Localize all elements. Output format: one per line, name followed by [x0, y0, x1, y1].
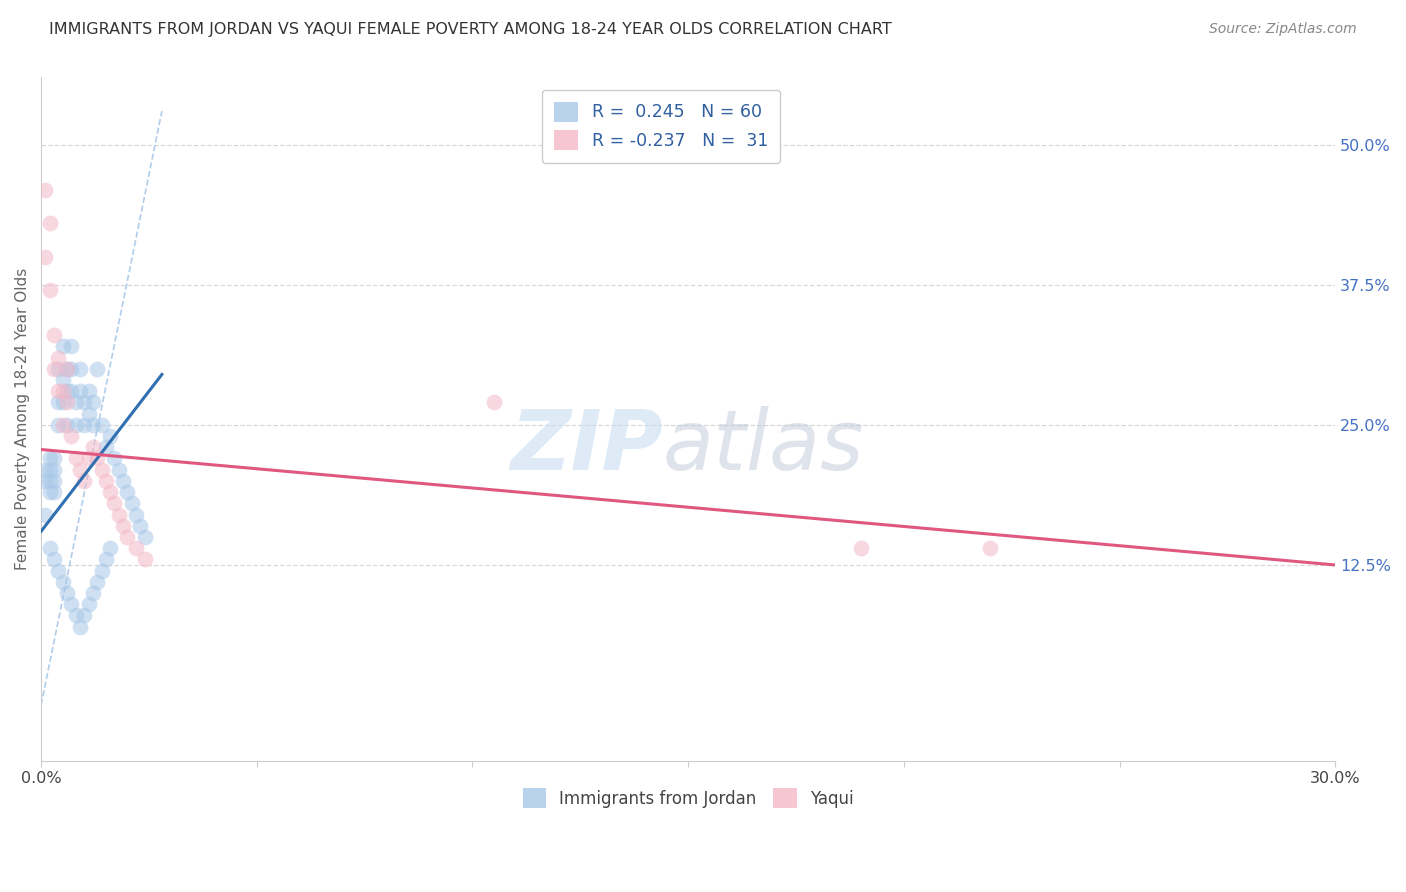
Point	[52, 384, 75, 399]
Point	[125, 541, 148, 556]
Point	[38, 541, 60, 556]
Point	[56, 417, 79, 432]
Point	[86, 574, 108, 589]
Point	[42, 485, 65, 500]
Point	[69, 619, 91, 633]
Point	[60, 429, 83, 443]
Point	[48, 351, 70, 365]
Point	[65, 417, 87, 432]
Point	[90, 417, 112, 432]
Point	[77, 384, 100, 399]
Point	[42, 328, 65, 343]
Point	[107, 463, 129, 477]
Point	[38, 284, 60, 298]
Point	[65, 395, 87, 409]
Point	[117, 530, 139, 544]
Point	[60, 339, 83, 353]
Point	[112, 474, 135, 488]
Point	[77, 597, 100, 611]
Point	[73, 608, 96, 623]
Point	[69, 463, 91, 477]
Point	[56, 384, 79, 399]
Point	[56, 395, 79, 409]
Point	[82, 395, 104, 409]
Point	[94, 552, 117, 566]
Point	[129, 518, 152, 533]
Point	[979, 541, 1001, 556]
Text: ZIP: ZIP	[510, 406, 662, 487]
Point	[34, 182, 56, 196]
Point	[34, 463, 56, 477]
Point	[849, 541, 872, 556]
Point	[52, 417, 75, 432]
Point	[38, 451, 60, 466]
Point	[48, 361, 70, 376]
Text: Source: ZipAtlas.com: Source: ZipAtlas.com	[1209, 22, 1357, 37]
Point	[65, 451, 87, 466]
Point	[56, 361, 79, 376]
Point	[48, 395, 70, 409]
Point	[56, 361, 79, 376]
Point	[90, 463, 112, 477]
Point	[42, 451, 65, 466]
Point	[86, 451, 108, 466]
Point	[34, 474, 56, 488]
Point	[52, 373, 75, 387]
Point	[69, 361, 91, 376]
Point	[98, 541, 121, 556]
Point	[73, 474, 96, 488]
Point	[82, 417, 104, 432]
Point	[60, 361, 83, 376]
Point	[94, 474, 117, 488]
Point	[112, 518, 135, 533]
Point	[94, 440, 117, 454]
Point	[38, 216, 60, 230]
Legend: Immigrants from Jordan, Yaqui: Immigrants from Jordan, Yaqui	[516, 781, 860, 814]
Point	[42, 361, 65, 376]
Point	[42, 552, 65, 566]
Point	[38, 463, 60, 477]
Point	[48, 417, 70, 432]
Point	[52, 339, 75, 353]
Point	[73, 417, 96, 432]
Point	[98, 485, 121, 500]
Point	[52, 574, 75, 589]
Point	[121, 496, 143, 510]
Point	[86, 361, 108, 376]
Point	[82, 586, 104, 600]
Point	[107, 508, 129, 522]
Point	[117, 485, 139, 500]
Point	[98, 429, 121, 443]
Point	[134, 530, 156, 544]
Point	[103, 451, 125, 466]
Point	[52, 395, 75, 409]
Point	[60, 597, 83, 611]
Point	[73, 395, 96, 409]
Point	[48, 384, 70, 399]
Point	[65, 608, 87, 623]
Point	[77, 407, 100, 421]
Point	[48, 564, 70, 578]
Point	[134, 552, 156, 566]
Text: IMMIGRANTS FROM JORDAN VS YAQUI FEMALE POVERTY AMONG 18-24 YEAR OLDS CORRELATION: IMMIGRANTS FROM JORDAN VS YAQUI FEMALE P…	[49, 22, 891, 37]
Point	[482, 395, 505, 409]
Point	[42, 463, 65, 477]
Point	[56, 586, 79, 600]
Point	[82, 440, 104, 454]
Point	[60, 384, 83, 399]
Point	[90, 564, 112, 578]
Point	[38, 485, 60, 500]
Point	[103, 496, 125, 510]
Point	[42, 474, 65, 488]
Point	[34, 250, 56, 264]
Point	[34, 508, 56, 522]
Point	[77, 451, 100, 466]
Text: atlas: atlas	[662, 406, 863, 487]
Point	[38, 474, 60, 488]
Y-axis label: Female Poverty Among 18-24 Year Olds: Female Poverty Among 18-24 Year Olds	[15, 268, 30, 570]
Point	[69, 384, 91, 399]
Point	[125, 508, 148, 522]
